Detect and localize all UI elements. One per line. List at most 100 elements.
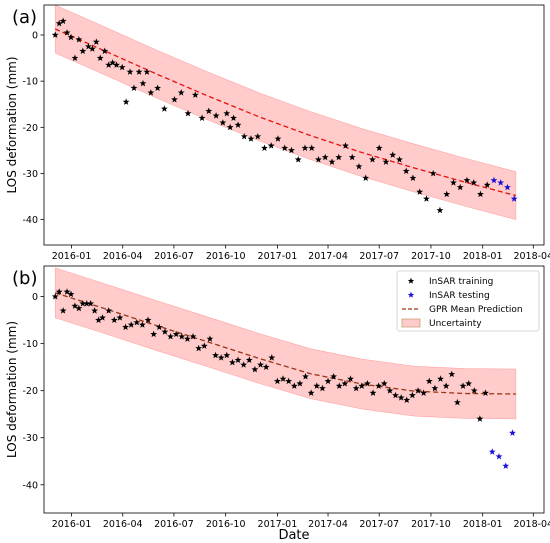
training-point (75, 36, 83, 43)
training-point (206, 335, 214, 342)
training-point (328, 158, 336, 165)
panel-label: (b) (12, 268, 37, 289)
training-point (420, 389, 428, 396)
x-tick-label: 2016-01 (52, 251, 92, 262)
training-point (436, 206, 444, 214)
training-point (335, 153, 343, 161)
training-point (450, 179, 457, 186)
training-point (230, 114, 237, 121)
training-point (414, 387, 422, 394)
x-tick-label: 2016-01 (52, 519, 92, 530)
legend-entry: InSAR training (429, 277, 493, 287)
training-point (105, 61, 113, 68)
training-point (318, 384, 326, 392)
y-tick-label: -40 (22, 480, 38, 491)
training-point (219, 119, 227, 126)
training-point (75, 304, 83, 312)
training-point (144, 316, 152, 324)
training-point (139, 321, 146, 328)
training-point (161, 328, 169, 335)
training-point (113, 61, 120, 68)
training-point (223, 109, 231, 117)
training-point (453, 398, 461, 406)
testing-point (490, 176, 498, 184)
testing-point (509, 429, 516, 436)
training-point (184, 109, 192, 117)
training-point (448, 370, 456, 378)
training-point (363, 380, 371, 387)
training-point (110, 316, 118, 324)
training-point (342, 142, 349, 149)
training-point (380, 380, 388, 387)
training-point (465, 380, 473, 387)
x-tick-label: 2017-07 (359, 519, 399, 530)
x-tick-label: 2016-10 (206, 251, 246, 262)
testing-point (488, 448, 496, 455)
testing-point (495, 452, 503, 460)
y-tick-label: 0 (32, 31, 38, 42)
training-point (396, 156, 403, 163)
training-point (397, 394, 405, 401)
training-point (429, 169, 437, 177)
training-point (71, 54, 79, 61)
training-point (63, 288, 71, 295)
training-point (321, 153, 329, 161)
training-point (403, 396, 411, 403)
training-point (408, 391, 416, 399)
training-point (198, 114, 206, 121)
training-point (59, 17, 67, 25)
training-point (177, 89, 185, 96)
training-point (133, 318, 141, 326)
training-point (195, 344, 203, 352)
training-point (226, 123, 234, 131)
legend-entry: Uncertainty (429, 319, 482, 329)
x-tick-label: 2018-04 (513, 519, 550, 530)
legend-entry: InSAR testing (429, 291, 490, 301)
training-point (358, 382, 366, 389)
training-point (463, 176, 471, 184)
training-point (71, 302, 79, 309)
training-point (55, 288, 63, 295)
training-point (88, 45, 96, 52)
training-point (313, 382, 321, 389)
x-tick-label: 2017-04 (308, 251, 348, 262)
training-point (122, 98, 130, 105)
training-point (155, 323, 163, 331)
training-point (290, 382, 298, 389)
testing-point (510, 195, 518, 202)
training-point (268, 354, 276, 361)
legend-uncertainty-marker (401, 318, 421, 328)
training-point (63, 29, 71, 36)
training-point (352, 384, 360, 392)
training-point (150, 330, 158, 338)
training-point (67, 33, 75, 41)
training-point (279, 375, 287, 382)
training-point (51, 31, 59, 38)
training-point (437, 375, 444, 382)
training-point (240, 132, 248, 140)
training-point (154, 84, 162, 91)
y-tick-label: -10 (22, 77, 38, 88)
training-point (315, 156, 322, 163)
x-tick-label: 2017-10 (411, 251, 451, 262)
x-tick-label: 2017-07 (359, 251, 399, 262)
y-tick-label: -40 (22, 215, 38, 226)
training-point (167, 332, 174, 340)
training-point (234, 121, 242, 128)
legend-testing-marker (407, 291, 415, 298)
training-point (245, 356, 253, 364)
uncertainty-band (54, 4, 517, 221)
training-point (99, 314, 106, 321)
training-point (178, 332, 186, 340)
training-point (223, 351, 231, 359)
chart-panel-b: 2016-01 2016-04 2016-07 2016-10 2017-01 2017-… (5, 265, 550, 543)
training-point (254, 132, 262, 140)
training-point (375, 144, 383, 151)
training-point (273, 377, 281, 385)
training-point (55, 19, 63, 27)
training-point (51, 292, 59, 300)
y-tick-label: -10 (22, 339, 38, 350)
training-point (126, 68, 134, 75)
training-point (96, 54, 104, 61)
